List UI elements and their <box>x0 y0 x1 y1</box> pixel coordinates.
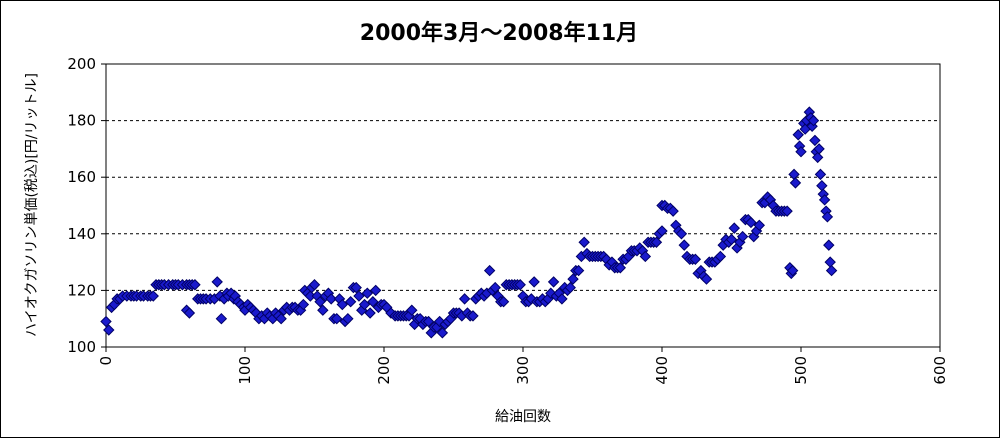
data-point <box>714 250 727 263</box>
y-tick-label: 140 <box>67 225 96 243</box>
data-point <box>467 310 479 322</box>
y-tick-label: 200 <box>67 55 96 73</box>
data-point <box>795 146 807 158</box>
data-points <box>100 106 838 339</box>
data-point <box>656 225 668 237</box>
data-point <box>342 312 354 325</box>
data-point <box>350 281 362 294</box>
x-axis-ticks: 0 100 200 300 400 500 600 <box>97 347 949 385</box>
data-point <box>497 296 510 308</box>
data-point <box>100 315 112 328</box>
x-tick-label: 400 <box>653 356 671 385</box>
y-tick-label: 160 <box>67 168 96 186</box>
data-point <box>572 264 585 277</box>
data-point <box>578 236 590 248</box>
data-point <box>675 228 688 240</box>
data-point <box>358 298 371 311</box>
data-point <box>147 290 159 302</box>
data-point <box>786 264 799 277</box>
data-point <box>297 298 310 311</box>
data-point <box>792 129 804 141</box>
y-axis-ticks: 100 120 140 160 180 200 <box>67 55 106 356</box>
x-tick-label: 0 <box>97 356 115 366</box>
x-tick-label: 300 <box>514 356 532 385</box>
x-tick-label: 500 <box>792 356 810 385</box>
data-point <box>364 307 376 319</box>
data-point <box>489 281 501 294</box>
data-point <box>689 253 702 265</box>
data-point <box>725 233 738 246</box>
data-point <box>825 264 838 277</box>
data-point <box>809 134 821 147</box>
data-point <box>745 216 757 229</box>
data-point <box>275 312 287 325</box>
data-point <box>639 250 652 263</box>
data-point <box>367 296 379 308</box>
data-point <box>344 296 357 308</box>
data-point <box>728 222 740 234</box>
y-tick-label: 180 <box>67 112 96 130</box>
data-point <box>814 168 827 181</box>
data-point <box>818 194 831 206</box>
chart-title: 2000年3月～2008年11月 <box>360 20 638 46</box>
data-point <box>667 205 679 217</box>
data-point <box>353 290 365 302</box>
x-tick-label: 100 <box>236 356 254 385</box>
data-point <box>736 230 749 243</box>
data-point <box>700 273 713 285</box>
data-point <box>325 293 337 305</box>
data-point <box>189 279 201 291</box>
data-point <box>813 143 825 155</box>
data-point <box>564 281 576 294</box>
data-point <box>436 327 449 339</box>
x-tick-label: 600 <box>931 356 949 385</box>
data-point <box>336 298 349 311</box>
data-point <box>823 239 835 251</box>
data-point <box>369 284 382 297</box>
data-point <box>103 324 115 336</box>
data-point <box>458 293 471 305</box>
data-point <box>556 293 568 305</box>
data-point <box>821 211 834 223</box>
data-point <box>753 219 766 232</box>
data-point <box>483 264 496 277</box>
y-axis-title: ハイオクガソリン単価(税込)[円/リットル] <box>24 73 40 337</box>
data-point <box>314 296 326 308</box>
data-point <box>406 304 418 316</box>
data-point <box>514 279 526 291</box>
data-point <box>789 177 802 189</box>
data-point <box>215 312 228 325</box>
data-point <box>547 276 560 288</box>
data-point <box>781 205 793 217</box>
data-point <box>807 114 820 127</box>
x-axis-title: 給油回数 <box>495 409 551 425</box>
data-point <box>567 273 579 285</box>
data-point <box>317 304 329 316</box>
y-tick-label: 120 <box>67 281 96 299</box>
data-point <box>678 239 690 251</box>
data-point <box>211 276 223 288</box>
data-point <box>811 151 824 164</box>
y-tick-label: 100 <box>67 338 96 356</box>
data-point <box>422 315 435 328</box>
data-point <box>331 312 343 325</box>
data-point <box>183 307 196 319</box>
data-point <box>308 279 321 291</box>
data-point <box>614 262 627 274</box>
x-tick-label: 200 <box>375 356 393 385</box>
data-point <box>650 236 663 248</box>
data-point <box>361 287 374 299</box>
data-point <box>528 276 540 288</box>
